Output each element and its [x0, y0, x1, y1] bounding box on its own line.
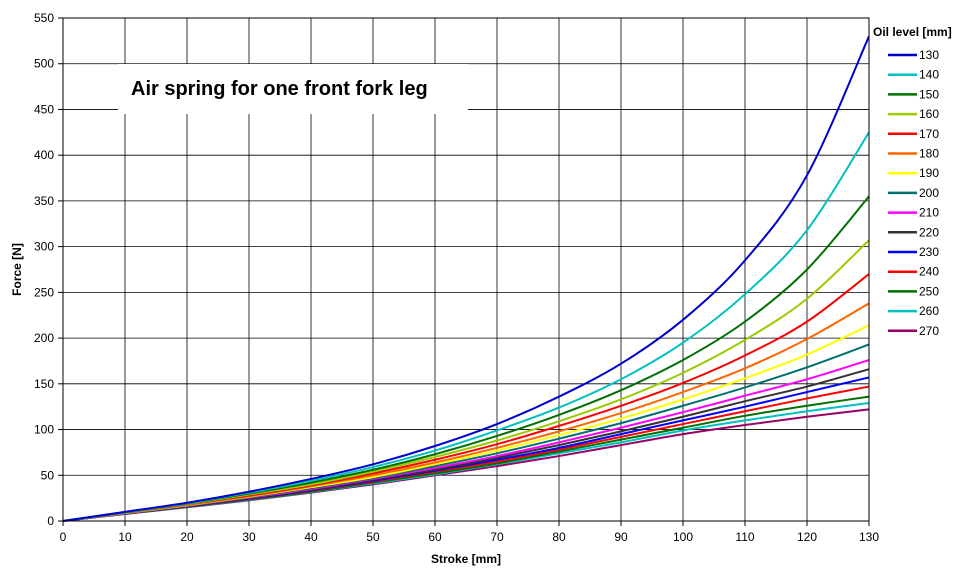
- x-tick-label: 10: [118, 530, 132, 544]
- legend-label-160: 160: [919, 107, 939, 121]
- y-tick-label: 300: [34, 240, 54, 254]
- plot-frame: [62, 17, 870, 522]
- legend-title: Oil level [mm]: [873, 25, 952, 39]
- y-tick-label: 550: [34, 11, 54, 25]
- chart-title: Air spring for one front fork leg: [131, 78, 428, 100]
- legend-label-260: 260: [919, 304, 939, 318]
- y-tick-label: 450: [34, 102, 54, 116]
- x-tick-label: 100: [673, 530, 693, 544]
- legend-label-240: 240: [919, 265, 939, 279]
- x-tick-label: 30: [242, 530, 256, 544]
- y-tick-label: 500: [34, 57, 54, 71]
- legend-label-190: 190: [919, 166, 939, 180]
- title-box: Air spring for one front fork leg: [118, 64, 468, 114]
- y-tick-label: 400: [34, 148, 54, 162]
- x-tick-label: 130: [859, 530, 879, 544]
- legend-label-220: 220: [919, 225, 939, 239]
- legend-label-210: 210: [919, 206, 939, 220]
- title-background: [118, 64, 468, 114]
- x-axis-ticks: 0 10 20 30 40 50 60 70 80 90 100 110 120 130: [60, 521, 879, 544]
- y-tick-label: 150: [34, 377, 54, 391]
- y-axis-label: Force [N]: [10, 243, 24, 296]
- y-tick-label: 250: [34, 285, 54, 299]
- x-tick-label: 80: [552, 530, 566, 544]
- y-tick-label: 50: [41, 468, 55, 482]
- series-line-200: [62, 343, 870, 522]
- x-tick-label: 20: [180, 530, 194, 544]
- legend-label-170: 170: [919, 127, 939, 141]
- y-tick-label: 350: [34, 194, 54, 208]
- y-tick-label: 200: [34, 331, 54, 345]
- legend-label-200: 200: [919, 186, 939, 200]
- series-line-170: [62, 273, 870, 522]
- legend-label-140: 140: [919, 68, 939, 82]
- legend-label-180: 180: [919, 147, 939, 161]
- y-tick-label: 0: [47, 514, 54, 528]
- x-tick-label: 60: [428, 530, 442, 544]
- legend-label-130: 130: [919, 48, 939, 62]
- series-line-160: [62, 239, 870, 522]
- x-tick-label: 0: [60, 530, 67, 544]
- x-axis-label: Stroke [mm]: [431, 552, 501, 566]
- series-line-130: [62, 35, 870, 522]
- x-tick-label: 90: [614, 530, 628, 544]
- y-tick-label: 100: [34, 423, 54, 437]
- x-tick-label: 110: [735, 530, 754, 544]
- x-tick-label: 70: [490, 530, 504, 544]
- x-tick-label: 120: [797, 530, 817, 544]
- legend-label-250: 250: [919, 284, 939, 298]
- legend-label-150: 150: [919, 87, 939, 101]
- legend: 130 140 150 160 170 180 190 200 210 220 230 240 250 2…: [888, 48, 939, 338]
- y-axis-ticks: 0 50 100 150 200 250 300 350 400 450 500 550: [34, 11, 63, 528]
- series-layer: [62, 35, 870, 522]
- series-line-180: [62, 302, 870, 522]
- series-line-150: [62, 195, 870, 522]
- x-tick-label: 40: [304, 530, 318, 544]
- legend-label-230: 230: [919, 245, 939, 259]
- x-tick-label: 50: [366, 530, 380, 544]
- legend-label-270: 270: [919, 324, 939, 338]
